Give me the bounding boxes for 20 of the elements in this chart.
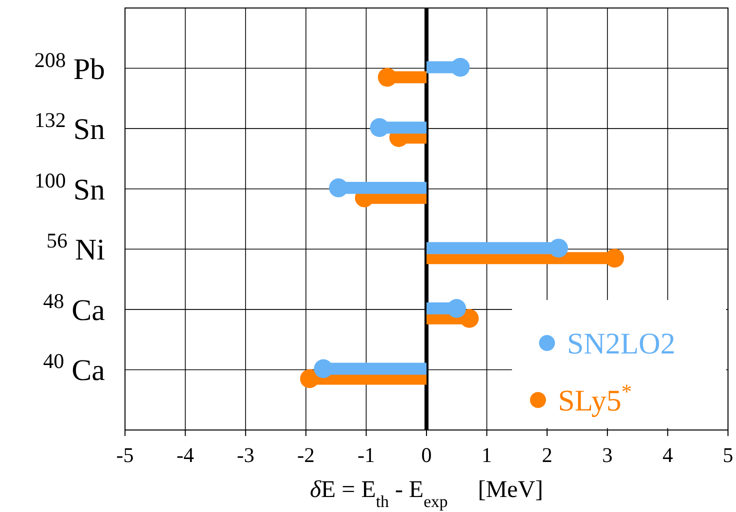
x-tick-label: 2 xyxy=(542,443,552,468)
x-tick-label: 1 xyxy=(482,443,492,468)
x-tick-label: 3 xyxy=(602,443,613,468)
y-tick-label: $^{48}$ Ca xyxy=(43,288,105,327)
y-tick-label: $^{132}$ Sn xyxy=(34,108,105,146)
x-tick-label: -5 xyxy=(116,443,134,468)
x-tick-label: -2 xyxy=(297,443,315,468)
y-tick-label: $^{40}$ Ca xyxy=(43,349,105,388)
x-tick-label: 4 xyxy=(662,443,674,468)
x-tick-label: 0 xyxy=(421,443,432,468)
legend-label: SLy5$^{*}$ xyxy=(558,380,632,418)
y-tick-label: $^{56}$ Ni xyxy=(46,228,105,267)
x-tick-label: -3 xyxy=(236,443,254,468)
x-tick-label: -1 xyxy=(357,443,375,468)
x-tick-label: 5 xyxy=(722,443,734,468)
y-tick-label: $^{100}$ Sn xyxy=(34,168,105,206)
x-tick-label: -4 xyxy=(176,443,195,468)
text: δE = E$_{th}$ - E$_{exp}$ [MeV] xyxy=(310,477,544,510)
legend-label: SN2LO2 xyxy=(567,328,676,360)
y-tick-label: $^{208}$ Pb xyxy=(34,48,105,86)
